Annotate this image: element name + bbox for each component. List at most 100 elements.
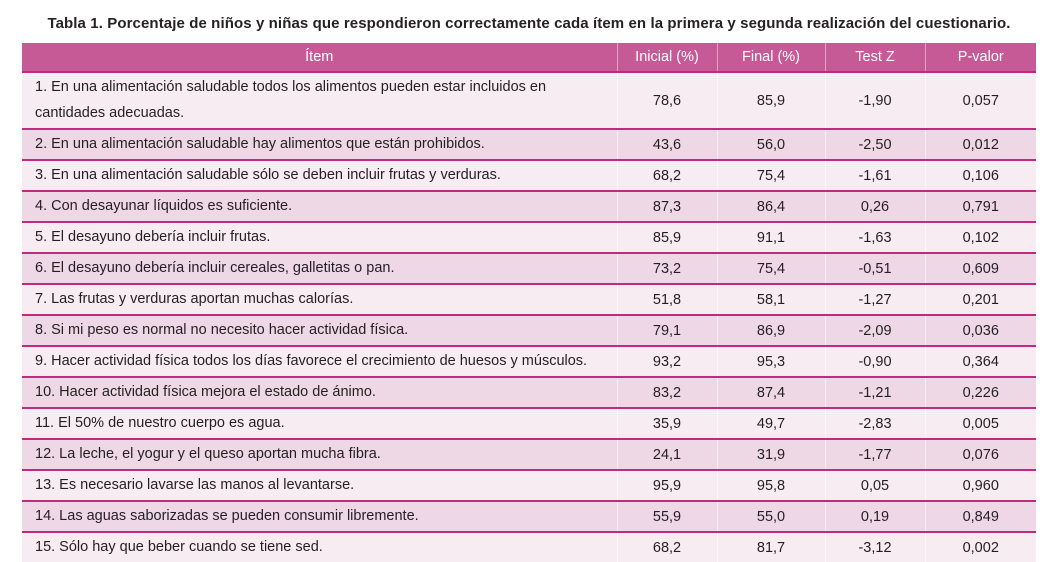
final-value-cell: 86,4 [716, 191, 825, 223]
item-text-cell: 15. Sólo hay que beber cuando se tiene s… [22, 532, 617, 562]
final-value-cell: 75,4 [716, 253, 825, 285]
inicial-value-cell: 93,2 [616, 346, 717, 378]
table-row: 6. El desayuno debería incluir cereales,… [22, 253, 1036, 285]
testz-value-cell: 0,26 [824, 191, 925, 223]
inicial-value-cell: 78,6 [616, 72, 717, 130]
item-text-cell: 10. Hacer actividad física mejora el est… [22, 377, 617, 409]
final-value-cell: 95,3 [716, 346, 825, 378]
pvalor-value-cell: 0,002 [924, 532, 1036, 562]
testz-value-cell: -2,09 [824, 315, 925, 347]
table-row: 2. En una alimentación saludable hay ali… [22, 129, 1036, 161]
column-header-item: Ítem [22, 43, 617, 73]
table-row: 13. Es necesario lavarse las manos al le… [22, 470, 1036, 502]
testz-value-cell: -0,90 [824, 346, 925, 378]
column-header-testz: Test Z [824, 43, 925, 73]
item-text-cell: 14. Las aguas saborizadas se pueden cons… [22, 501, 617, 533]
inicial-value-cell: 68,2 [616, 532, 717, 562]
final-value-cell: 95,8 [716, 470, 825, 502]
table-row: 12. La leche, el yogur y el queso aporta… [22, 439, 1036, 471]
pvalor-value-cell: 0,036 [924, 315, 1036, 347]
final-value-cell: 87,4 [716, 377, 825, 409]
pvalor-value-cell: 0,849 [924, 501, 1036, 533]
final-value-cell: 49,7 [716, 408, 825, 440]
pvalor-value-cell: 0,057 [924, 72, 1036, 130]
item-text-cell: 9. Hacer actividad física todos los días… [22, 346, 617, 378]
final-value-cell: 85,9 [716, 72, 825, 130]
testz-value-cell: -1,61 [824, 160, 925, 192]
item-text-cell: 2. En una alimentación saludable hay ali… [22, 129, 617, 161]
item-text-cell: 6. El desayuno debería incluir cereales,… [22, 253, 617, 285]
table-caption: Tabla 1. Porcentaje de niños y niñas que… [47, 15, 1011, 32]
pvalor-value-cell: 0,076 [924, 439, 1036, 471]
testz-value-cell: 0,05 [824, 470, 925, 502]
testz-value-cell: -1,27 [824, 284, 925, 316]
item-text-cell: 11. El 50% de nuestro cuerpo es agua. [22, 408, 617, 440]
table-row: 9. Hacer actividad física todos los días… [22, 346, 1036, 378]
pvalor-value-cell: 0,201 [924, 284, 1036, 316]
inicial-value-cell: 83,2 [616, 377, 717, 409]
final-value-cell: 86,9 [716, 315, 825, 347]
final-value-cell: 58,1 [716, 284, 825, 316]
item-text-cell: 8. Si mi peso es normal no necesito hace… [22, 315, 617, 347]
testz-value-cell: -1,77 [824, 439, 925, 471]
header-row: Ítem Inicial (%) Final (%) Test Z P-valo… [22, 43, 1036, 73]
final-value-cell: 75,4 [716, 160, 825, 192]
testz-value-cell: -3,12 [824, 532, 925, 562]
inicial-value-cell: 87,3 [616, 191, 717, 223]
column-header-pvalor: P-valor [924, 43, 1036, 73]
table-row: 1. En una alimentación saludable todos l… [22, 72, 1036, 130]
inicial-value-cell: 79,1 [616, 315, 717, 347]
final-value-cell: 55,0 [716, 501, 825, 533]
inicial-value-cell: 43,6 [616, 129, 717, 161]
pvalor-value-cell: 0,226 [924, 377, 1036, 409]
testz-value-cell: -2,83 [824, 408, 925, 440]
pvalor-value-cell: 0,102 [924, 222, 1036, 254]
pvalor-value-cell: 0,012 [924, 129, 1036, 161]
inicial-value-cell: 55,9 [616, 501, 717, 533]
column-header-final: Final (%) [716, 43, 825, 73]
pvalor-value-cell: 0,106 [924, 160, 1036, 192]
table-row: 7. Las frutas y verduras aportan muchas … [22, 284, 1036, 316]
final-value-cell: 81,7 [716, 532, 825, 562]
table-row: 15. Sólo hay que beber cuando se tiene s… [22, 532, 1036, 562]
inicial-value-cell: 85,9 [616, 222, 717, 254]
testz-value-cell: -2,50 [824, 129, 925, 161]
testz-value-cell: -1,21 [824, 377, 925, 409]
inicial-value-cell: 95,9 [616, 470, 717, 502]
final-value-cell: 56,0 [716, 129, 825, 161]
item-text-cell: 5. El desayuno debería incluir frutas. [22, 222, 617, 254]
table-row: 4. Con desayunar líquidos es suficiente.… [22, 191, 1036, 223]
pvalor-value-cell: 0,364 [924, 346, 1036, 378]
item-text-cell: 7. Las frutas y verduras aportan muchas … [22, 284, 617, 316]
final-value-cell: 31,9 [716, 439, 825, 471]
inicial-value-cell: 24,1 [616, 439, 717, 471]
table-row: 14. Las aguas saborizadas se pueden cons… [22, 501, 1036, 533]
item-text-cell: 12. La leche, el yogur y el queso aporta… [22, 439, 617, 471]
pvalor-value-cell: 0,960 [924, 470, 1036, 502]
final-value-cell: 91,1 [716, 222, 825, 254]
item-text-cell: 3. En una alimentación saludable sólo se… [22, 160, 617, 192]
results-table: Ítem Inicial (%) Final (%) Test Z P-valo… [22, 43, 1036, 562]
pvalor-value-cell: 0,005 [924, 408, 1036, 440]
inicial-value-cell: 51,8 [616, 284, 717, 316]
column-header-inicial: Inicial (%) [616, 43, 717, 73]
table-row: 8. Si mi peso es normal no necesito hace… [22, 315, 1036, 347]
testz-value-cell: -0,51 [824, 253, 925, 285]
table-row: 10. Hacer actividad física mejora el est… [22, 377, 1036, 409]
inicial-value-cell: 68,2 [616, 160, 717, 192]
testz-value-cell: -1,63 [824, 222, 925, 254]
table-row: 5. El desayuno debería incluir frutas. 85… [22, 222, 1036, 254]
testz-value-cell: -1,90 [824, 72, 925, 130]
inicial-value-cell: 35,9 [616, 408, 717, 440]
item-text-cell: 4. Con desayunar líquidos es suficiente. [22, 191, 617, 223]
item-text-cell: 13. Es necesario lavarse las manos al le… [22, 470, 617, 502]
table-body: 1. En una alimentación saludable todos l… [22, 72, 1036, 562]
testz-value-cell: 0,19 [824, 501, 925, 533]
pvalor-value-cell: 0,791 [924, 191, 1036, 223]
item-text-cell: 1. En una alimentación saludable todos l… [22, 72, 617, 130]
table-row: 11. El 50% de nuestro cuerpo es agua. 35,… [22, 408, 1036, 440]
table-row: 3. En una alimentación saludable sólo se… [22, 160, 1036, 192]
pvalor-value-cell: 0,609 [924, 253, 1036, 285]
inicial-value-cell: 73,2 [616, 253, 717, 285]
